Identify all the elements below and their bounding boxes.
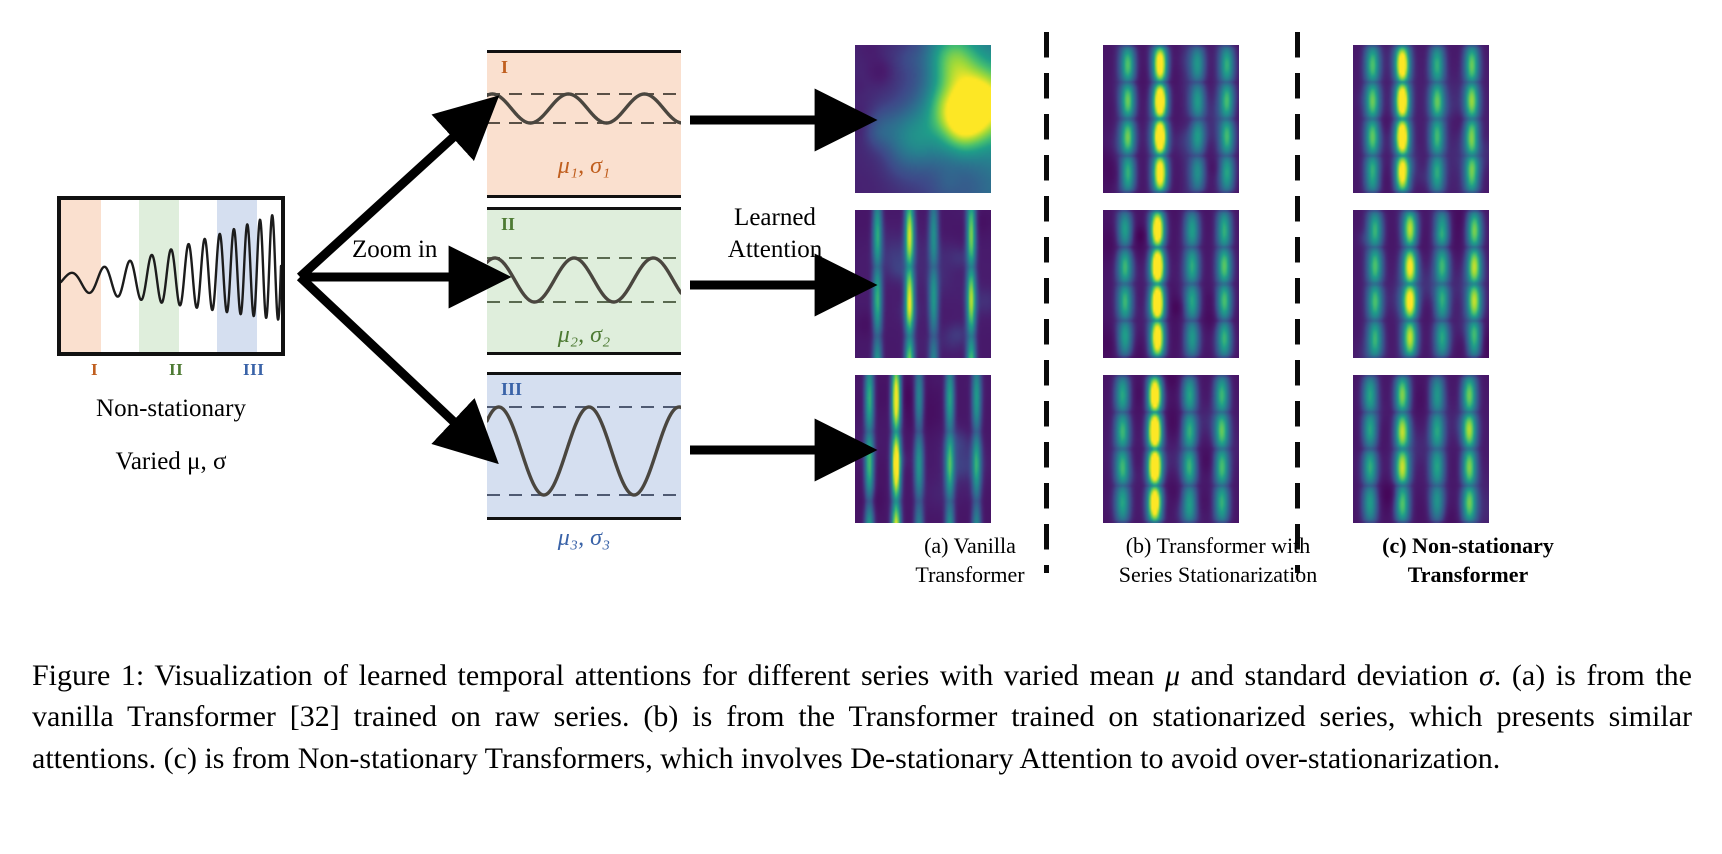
attention-heatmap-c-I bbox=[1353, 45, 1489, 193]
zoom-panel-III: III bbox=[487, 372, 681, 520]
attention-heatmap-b-I bbox=[1103, 45, 1239, 193]
column-caption-a-line1: (a) Vanilla bbox=[924, 533, 1016, 558]
non-stationary-series-plot bbox=[57, 196, 285, 356]
attention-heatmap-b-III bbox=[1103, 375, 1239, 523]
zoom-panel-label-I: I bbox=[501, 57, 509, 77]
column-caption-b-line1: (b) Transformer with bbox=[1125, 533, 1311, 558]
learned-attention-label: Learned Attention bbox=[700, 202, 850, 266]
figure-caption: Figure 1: Visualization of learned tempo… bbox=[32, 655, 1692, 779]
zoom-in-label: Zoom in bbox=[352, 236, 438, 263]
series-title: Non-stationary bbox=[96, 395, 246, 422]
series-tick-I: I bbox=[91, 360, 99, 379]
column-caption-b: (b) Transformer with Series Stationariza… bbox=[1103, 532, 1333, 589]
zoom-panel-stat-III: μ₃, σ₃ bbox=[557, 525, 611, 551]
zoom-wave-I bbox=[487, 92, 681, 125]
column-caption-c-line1: (c) Non-stationary bbox=[1382, 533, 1554, 558]
attention-arrows bbox=[690, 88, 878, 482]
caption-part-1: Figure 1: Visualization of learned tempo… bbox=[32, 659, 1165, 692]
zoom-arrows bbox=[296, 95, 512, 465]
zoom-panel-stat-I: μ₁, σ₁ bbox=[557, 153, 611, 179]
series-tick-II: II bbox=[169, 360, 184, 379]
attention-heatmap-a-I bbox=[855, 45, 991, 193]
zoom-panel-I: I μ₁, σ₁ bbox=[487, 50, 681, 198]
column-separator-1 bbox=[1044, 32, 1049, 573]
column-caption-a-line2: Transformer bbox=[915, 561, 1025, 587]
learned-attention-line2: Attention bbox=[727, 236, 823, 263]
learned-attention-line1: Learned bbox=[734, 204, 816, 231]
caption-mu: μ bbox=[1164, 659, 1180, 692]
column-caption-c: (c) Non-stationary Transformer bbox=[1353, 532, 1583, 589]
series-tick-III: III bbox=[243, 360, 265, 379]
zoom-wave-II bbox=[487, 256, 681, 304]
caption-sigma: σ bbox=[1479, 659, 1494, 692]
attention-heatmap-a-III bbox=[855, 375, 991, 523]
zoom-panel-label-II: II bbox=[501, 214, 516, 234]
zoom-wave-III bbox=[487, 405, 681, 497]
column-caption-c-line2: Transformer bbox=[1407, 561, 1529, 587]
caption-part-2: and standard deviation bbox=[1180, 659, 1479, 692]
column-caption-b-line2: Series Stationarization bbox=[1118, 561, 1318, 587]
series-subtitle: Varied μ, σ bbox=[115, 448, 227, 475]
zoom-panel-label-III: III bbox=[501, 379, 523, 399]
series-segment-ticks: I II III bbox=[57, 360, 285, 386]
column-caption-a: (a) Vanilla Transformer bbox=[855, 532, 1085, 589]
attention-heatmap-b-II bbox=[1103, 210, 1239, 358]
zoom-panel-II: II μ₂, σ₂ bbox=[487, 207, 681, 355]
attention-heatmap-c-III bbox=[1353, 375, 1489, 523]
attention-heatmap-c-II bbox=[1353, 210, 1489, 358]
attention-heatmap-a-II bbox=[855, 210, 991, 358]
series-waveform bbox=[61, 214, 281, 321]
zoom-panel-stat-II: μ₂, σ₂ bbox=[557, 322, 611, 348]
column-separator-2 bbox=[1295, 32, 1300, 573]
caption-part-3: . (a) is from the vanilla Transformer [3… bbox=[32, 659, 1692, 775]
